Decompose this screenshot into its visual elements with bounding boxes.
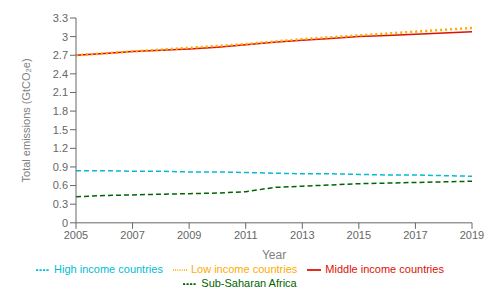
svg-text:2.7: 2.7 [53,49,68,61]
svg-text:2.1: 2.1 [53,86,68,98]
svg-text:2015: 2015 [347,229,371,241]
svg-text:Year: Year [262,248,286,262]
svg-text:0: 0 [62,217,68,229]
svg-text:3.3: 3.3 [53,12,68,24]
svg-text:Total emissions (GtCO₂e): Total emissions (GtCO₂e) [20,58,32,182]
svg-text:1.2: 1.2 [53,142,68,154]
html-text:Sub-Saharan Africa: Sub-Saharan Africa [201,276,297,289]
svg-text:0.9: 0.9 [53,161,68,173]
svg-text:2.4: 2.4 [53,68,68,80]
svg-text:2007: 2007 [120,229,144,241]
svg-text:2009: 2009 [177,229,201,241]
svg-text:0.3: 0.3 [53,198,68,210]
svg-text:2013: 2013 [290,229,314,241]
svg-text:2017: 2017 [403,229,427,241]
html-text:High income countries: High income countries [54,262,163,275]
svg-text:0.6: 0.6 [53,179,68,191]
html-text:Low income countries: Low income countries [190,262,298,275]
svg-text:3: 3 [62,31,68,43]
svg-text:1.5: 1.5 [53,124,68,136]
svg-text:2011: 2011 [234,229,258,241]
svg-text:1.8: 1.8 [53,105,68,117]
svg-text:2019: 2019 [460,229,484,241]
html-text:Middle income countries: Middle income countries [325,262,444,275]
svg-text:2005: 2005 [64,229,88,241]
